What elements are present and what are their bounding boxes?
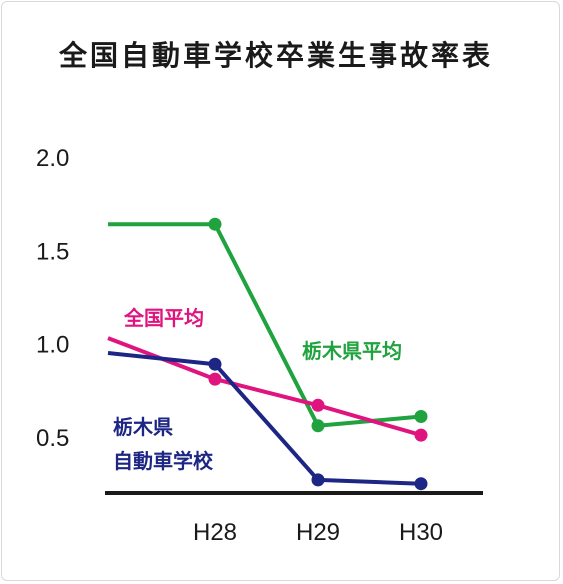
x-tick-label: H28 (193, 519, 237, 546)
series-markers (208, 217, 428, 491)
y-axis-ticks: 2.0 1.5 1.0 0.5 (36, 145, 69, 452)
data-point (414, 410, 428, 423)
data-point (311, 398, 325, 412)
data-point (311, 419, 325, 433)
series-label: 栃木県 (113, 415, 173, 439)
data-point (414, 477, 428, 491)
data-point (208, 372, 222, 386)
x-axis-ticks: H28 H29 H30 (193, 519, 443, 546)
series-label: 栃木県平均 (302, 339, 402, 363)
y-tick-label: 1.5 (36, 238, 69, 265)
x-tick-label: H29 (296, 519, 340, 546)
series-label: 全国平均 (123, 306, 204, 330)
x-tick-label: H30 (399, 519, 443, 546)
data-point (311, 473, 325, 487)
series-lines (107, 222, 422, 486)
series-line (107, 351, 422, 486)
data-point (208, 357, 222, 371)
series-label: 自動車学校 (113, 449, 214, 473)
data-point (208, 217, 222, 231)
y-tick-label: 2.0 (36, 145, 69, 172)
y-tick-label: 0.5 (36, 425, 69, 452)
y-tick-label: 1.0 (36, 332, 69, 359)
data-point (414, 428, 428, 442)
chart-title: 全国自動車学校卒業生事故率表 (58, 39, 493, 72)
